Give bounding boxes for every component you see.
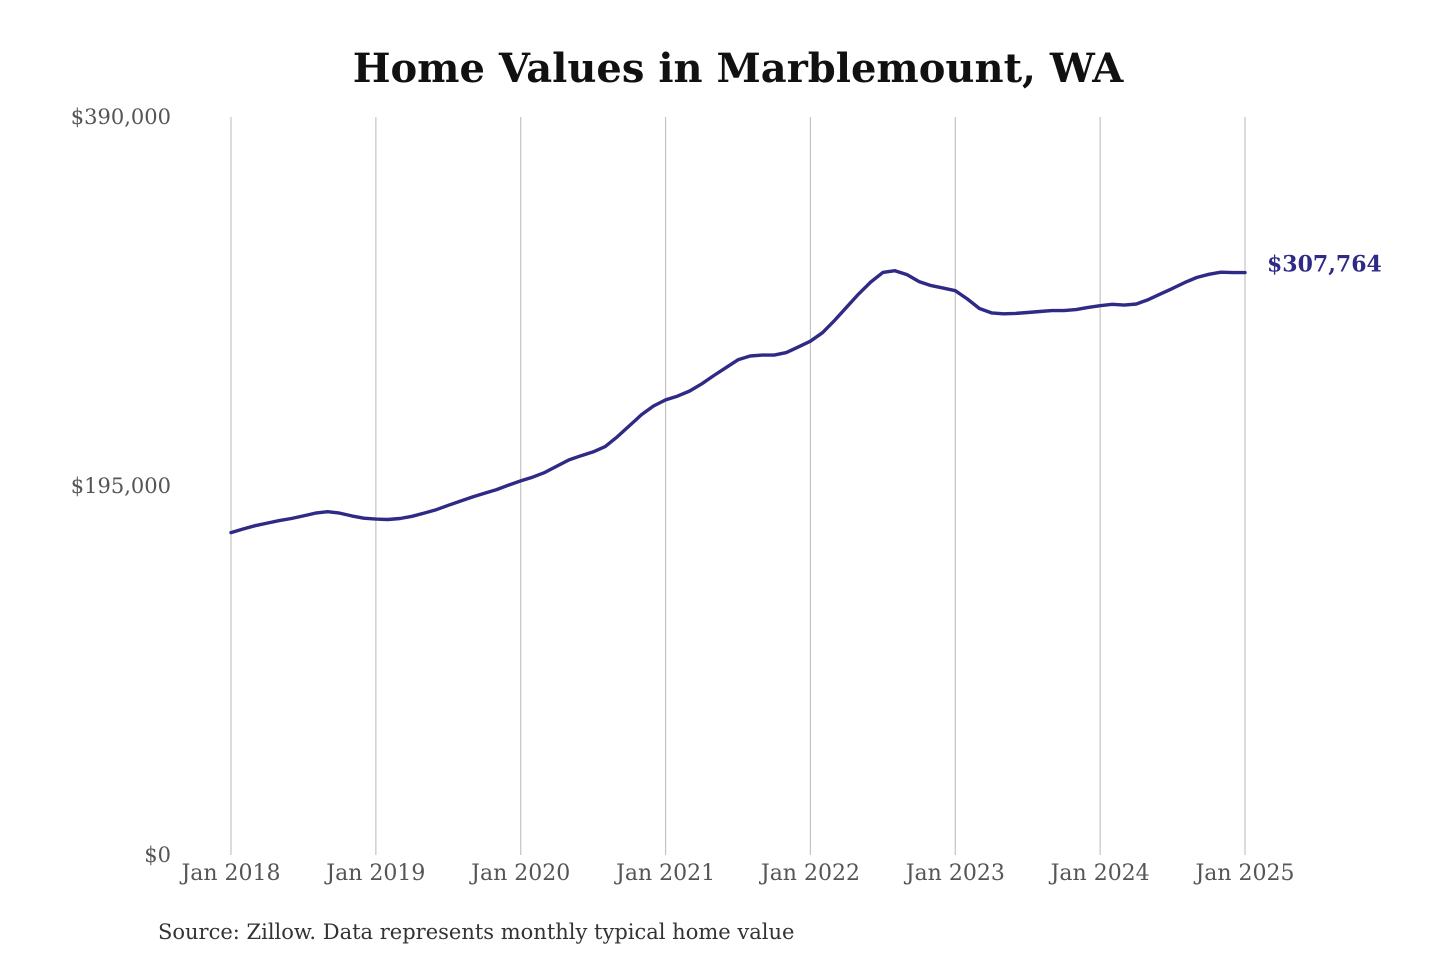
y-axis: $0 $195,000 $390,000 (71, 105, 171, 867)
x-tick-label: Jan 2022 (759, 861, 860, 886)
end-value-label: $307,764 (1267, 252, 1382, 278)
x-axis: Jan 2018 Jan 2019 Jan 2020 Jan 2021 Jan 2022… (179, 861, 1294, 886)
grid-lines (230, 117, 1246, 855)
series-line (229, 269, 1247, 535)
x-tick-label: Jan 2025 (1193, 861, 1294, 886)
y-tick-label: $0 (144, 843, 171, 867)
x-tick-label: Jan 2023 (904, 861, 1005, 886)
chart-title: Home Values in Marblemount, WA (353, 45, 1125, 92)
x-tick-label: Jan 2021 (614, 861, 715, 886)
y-tick-label: $195,000 (71, 474, 171, 498)
x-tick-label: Jan 2024 (1049, 861, 1150, 886)
series-group (229, 269, 1247, 535)
source-note: Source: Zillow. Data represents monthly … (158, 920, 794, 944)
x-tick-label: Jan 2018 (179, 861, 280, 886)
x-tick-label: Jan 2020 (469, 861, 570, 886)
y-tick-label: $390,000 (71, 105, 171, 129)
x-tick-label: Jan 2019 (324, 861, 425, 886)
